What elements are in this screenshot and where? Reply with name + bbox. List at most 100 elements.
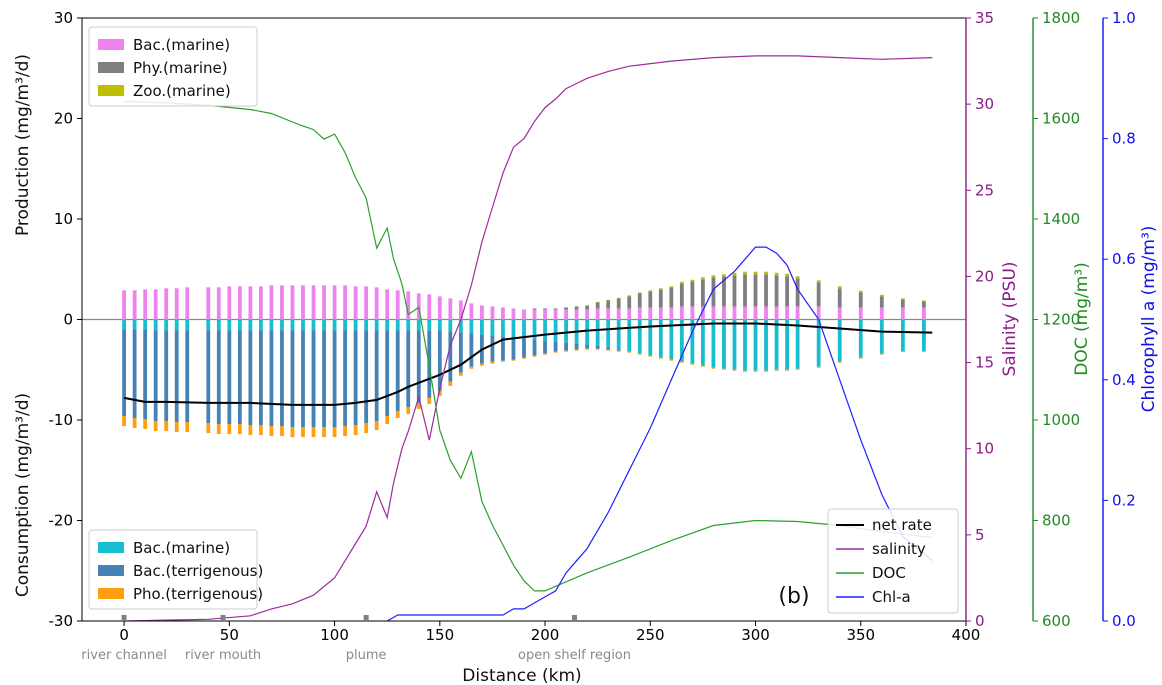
bar-consumption-pho-terrigenous- bbox=[364, 423, 369, 434]
bar-consumption-pho-terrigenous- bbox=[795, 368, 800, 370]
bar-consumption-pho-terrigenous- bbox=[679, 361, 684, 363]
bar-production-bac-marine- bbox=[448, 298, 453, 320]
bar-consumption-bac-marine- bbox=[458, 319, 463, 333]
production-legend-label: Bac.(marine) bbox=[133, 36, 230, 54]
bar-production-zoo-marine- bbox=[837, 286, 842, 289]
bar-consumption-bac-terrigenous- bbox=[143, 329, 148, 419]
bar-consumption-pho-terrigenous- bbox=[595, 348, 600, 350]
bar-consumption-bac-terrigenous- bbox=[227, 330, 232, 425]
bar-production-bac-marine- bbox=[774, 306, 779, 320]
bar-production-bac-marine- bbox=[185, 287, 190, 320]
bar-consumption-bac-marine- bbox=[879, 319, 884, 354]
bar-consumption-bac-marine- bbox=[480, 319, 484, 335]
bar-consumption-bac-terrigenous- bbox=[132, 329, 137, 418]
bar-production-bac-marine- bbox=[648, 307, 653, 320]
bar-consumption-bac-terrigenous- bbox=[185, 330, 190, 423]
bar-consumption-bac-terrigenous- bbox=[206, 330, 211, 424]
bar-production-zoo-marine- bbox=[922, 300, 926, 302]
bar-consumption-pho-terrigenous- bbox=[227, 424, 232, 435]
bar-consumption-bac-marine- bbox=[701, 319, 705, 366]
y-tick-label-doc: 1800 bbox=[1042, 9, 1080, 27]
bar-consumption-pho-terrigenous- bbox=[248, 425, 253, 436]
bar-production-zoo-marine- bbox=[637, 292, 642, 294]
bar-consumption-pho-terrigenous- bbox=[553, 351, 558, 353]
bar-consumption-pho-terrigenous- bbox=[574, 349, 579, 351]
bar-consumption-pho-terrigenous- bbox=[774, 369, 779, 371]
y-axis-label-salinity: Salinity (PSU) bbox=[1000, 261, 1020, 376]
bar-consumption-bac-marine- bbox=[922, 319, 926, 352]
bar-production-bac-marine- bbox=[900, 307, 905, 320]
bar-consumption-bac-terrigenous- bbox=[511, 337, 516, 360]
bar-consumption-bac-marine- bbox=[122, 319, 126, 330]
bar-production-phy-marine- bbox=[532, 308, 537, 310]
bar-production-zoo-marine- bbox=[711, 275, 716, 278]
bar-consumption-bac-terrigenous- bbox=[543, 340, 547, 354]
bar-consumption-pho-terrigenous- bbox=[816, 366, 821, 368]
bar-production-bac-marine- bbox=[153, 289, 158, 320]
bar-consumption-bac-marine- bbox=[153, 319, 158, 331]
bar-consumption-pho-terrigenous- bbox=[564, 350, 568, 352]
bar-consumption-bac-terrigenous- bbox=[374, 330, 379, 422]
bar-consumption-bac-marine- bbox=[511, 319, 516, 338]
y-tick-label-doc: 1600 bbox=[1042, 110, 1080, 128]
bar-consumption-bac-terrigenous- bbox=[164, 330, 169, 422]
bar-production-phy-marine- bbox=[701, 279, 705, 307]
y-tick-label-chla: 0.4 bbox=[1112, 371, 1136, 389]
bar-consumption-pho-terrigenous- bbox=[669, 359, 674, 361]
bar-consumption-bac-marine- bbox=[553, 319, 558, 342]
bar-production-bac-marine- bbox=[606, 308, 611, 320]
bar-production-bac-marine- bbox=[395, 290, 400, 320]
bar-consumption-bac-marine- bbox=[764, 319, 768, 371]
x-tick-label: 100 bbox=[320, 626, 349, 644]
region-marker bbox=[121, 615, 127, 621]
legend-group: Bac.(marine) Phy.(marine) Zoo.(marine) Bac.… bbox=[88, 26, 959, 614]
bar-consumption-pho-terrigenous- bbox=[395, 410, 400, 418]
bar-consumption-pho-terrigenous- bbox=[322, 427, 326, 438]
bar-consumption-bac-marine- bbox=[185, 319, 190, 331]
bar-production-bac-marine- bbox=[722, 306, 726, 320]
bar-production-zoo-marine- bbox=[722, 274, 726, 277]
bar-consumption-bac-marine- bbox=[143, 319, 148, 330]
bar-production-phy-marine- bbox=[564, 307, 568, 310]
bar-consumption-pho-terrigenous- bbox=[374, 421, 379, 431]
lines-legend-label: net rate bbox=[872, 516, 932, 534]
bar-consumption-bac-terrigenous- bbox=[280, 330, 284, 427]
bar-consumption-pho-terrigenous- bbox=[185, 422, 190, 433]
bar-production-zoo-marine- bbox=[690, 279, 695, 282]
bar-production-zoo-marine- bbox=[764, 271, 768, 275]
y-tick-label-chla: 0.8 bbox=[1112, 130, 1136, 148]
bar-production-zoo-marine- bbox=[879, 294, 884, 297]
y-axis-label-consumption: Consumption (mg/m³/d) bbox=[13, 393, 33, 597]
x-tick-label: 350 bbox=[846, 626, 875, 644]
bar-production-bac-marine- bbox=[427, 294, 432, 320]
bar-consumption-bac-marine- bbox=[322, 319, 326, 331]
bar-consumption-bac-marine- bbox=[501, 319, 505, 337]
production-legend-box bbox=[88, 26, 258, 107]
consumption-legend-label: Bac.(terrigenous) bbox=[133, 562, 263, 580]
bar-consumption-bac-terrigenous- bbox=[606, 347, 611, 350]
lines-legend-box bbox=[827, 508, 959, 614]
bar-consumption-pho-terrigenous- bbox=[469, 366, 474, 369]
bar-consumption-bac-marine- bbox=[564, 319, 568, 343]
bar-consumption-bac-marine- bbox=[743, 319, 747, 371]
bar-production-phy-marine- bbox=[732, 275, 737, 307]
bar-production-zoo-marine- bbox=[669, 286, 674, 288]
bar-consumption-bac-terrigenous- bbox=[437, 330, 442, 391]
bar-consumption-pho-terrigenous- bbox=[122, 415, 126, 427]
bar-production-bac-marine- bbox=[637, 307, 642, 320]
y-tick-label-chla: 0.2 bbox=[1112, 491, 1136, 509]
bar-production-bac-marine- bbox=[480, 305, 484, 320]
bar-production-bac-marine- bbox=[174, 288, 179, 320]
bar-production-bac-marine- bbox=[301, 285, 305, 320]
bar-production-phy-marine- bbox=[574, 306, 579, 310]
y-tick-label-salinity: 30 bbox=[975, 95, 994, 113]
y-tick-label-salinity: 5 bbox=[975, 526, 985, 544]
bar-production-bac-marine- bbox=[374, 287, 379, 320]
y-tick-label-salinity: 20 bbox=[975, 267, 994, 285]
bar-consumption-pho-terrigenous- bbox=[879, 353, 884, 355]
bar-production-phy-marine- bbox=[743, 274, 747, 307]
bar-production-phy-marine- bbox=[858, 292, 863, 308]
bar-production-bac-marine- bbox=[122, 290, 126, 320]
bar-consumption-bac-marine- bbox=[637, 319, 642, 354]
bar-production-zoo-marine- bbox=[795, 276, 800, 279]
